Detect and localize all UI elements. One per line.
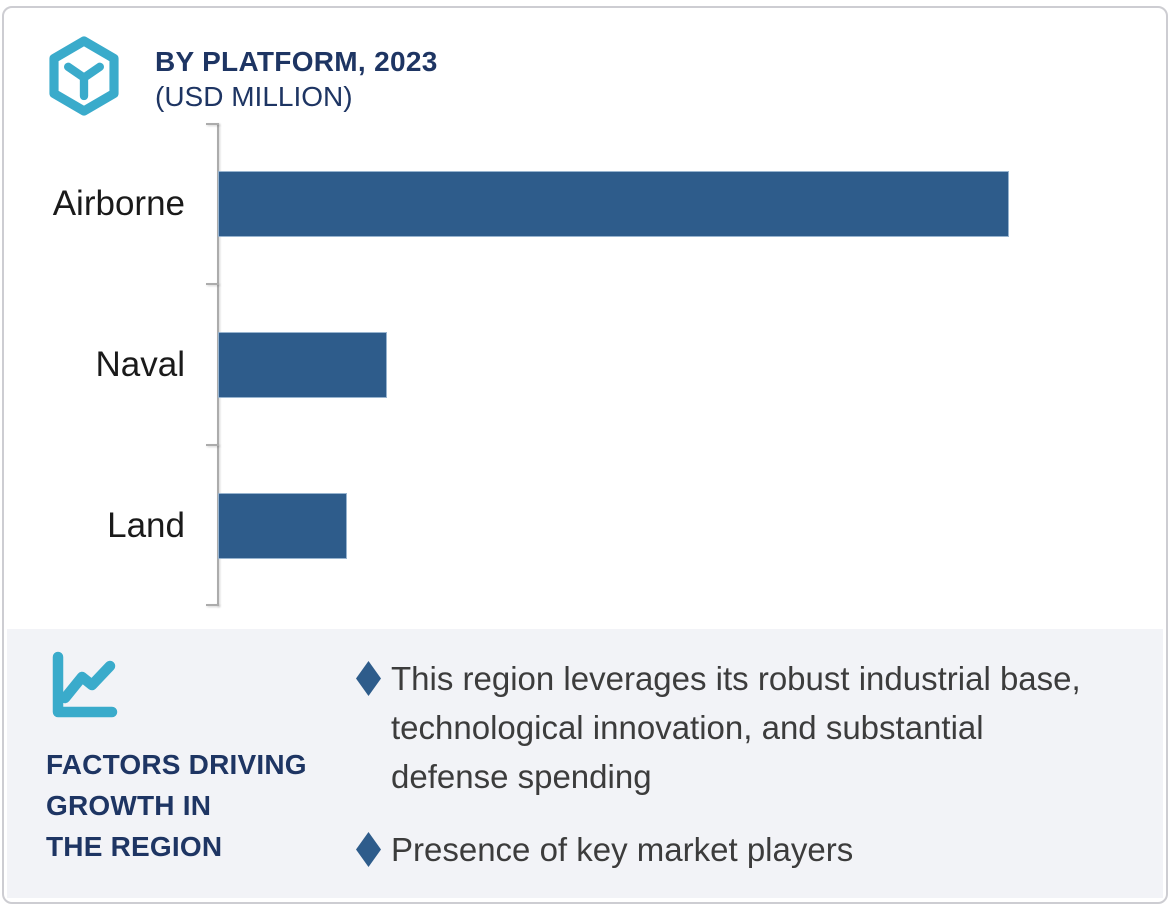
factors-heading-line: FACTORS DRIVING — [46, 749, 307, 780]
bullet-text: This region leverages its robust industr… — [391, 654, 1081, 801]
factors-heading: FACTORS DRIVING GROWTH IN THE REGION — [46, 744, 307, 867]
infographic-card: BY PLATFORM, 2023 (USD MILLION) Airborne… — [2, 6, 1168, 904]
factors-heading-line: THE REGION — [46, 831, 223, 862]
diamond-bullet-icon — [356, 661, 381, 696]
diamond-bullet-icon — [356, 832, 381, 867]
bullet-item: This region leverages its robust industr… — [356, 654, 1096, 801]
chart-title: BY PLATFORM, 2023 — [155, 46, 438, 77]
bar-row: Airborne — [4, 123, 1166, 284]
bar-chart: Airborne Naval Land — [4, 123, 1166, 606]
bar-airborne — [218, 170, 1009, 237]
bullet-text-line: defense spending — [391, 758, 652, 795]
hexagon-cube-icon — [49, 36, 119, 116]
bullet-item: Presence of key market players — [356, 825, 1096, 874]
factors-panel: FACTORS DRIVING GROWTH IN THE REGION Thi… — [7, 629, 1163, 898]
bullet-text-line: This region leverages its robust industr… — [391, 660, 1081, 697]
axis-tick — [206, 444, 219, 446]
chart-subtitle: (USD MILLION) — [155, 81, 353, 112]
line-chart-icon — [52, 651, 118, 718]
bullet-list: This region leverages its robust industr… — [356, 654, 1096, 898]
bullet-text-line: technological innovation, and substantia… — [391, 709, 984, 746]
bar-naval — [218, 331, 387, 398]
bullet-text: Presence of key market players — [391, 825, 853, 874]
factors-heading-line: GROWTH IN — [46, 790, 212, 821]
axis-tick — [206, 604, 219, 606]
axis-tick — [206, 123, 219, 125]
axis-tick — [206, 283, 219, 285]
bar-row: Naval — [4, 284, 1166, 445]
bar-land — [218, 492, 347, 559]
chart-title-block: BY PLATFORM, 2023 (USD MILLION) — [155, 44, 438, 114]
category-label-naval: Naval — [95, 344, 185, 384]
category-label-land: Land — [107, 505, 185, 545]
bullet-text-line: Presence of key market players — [391, 831, 854, 868]
bar-row: Land — [4, 445, 1166, 606]
category-label-airborne: Airborne — [52, 183, 185, 223]
